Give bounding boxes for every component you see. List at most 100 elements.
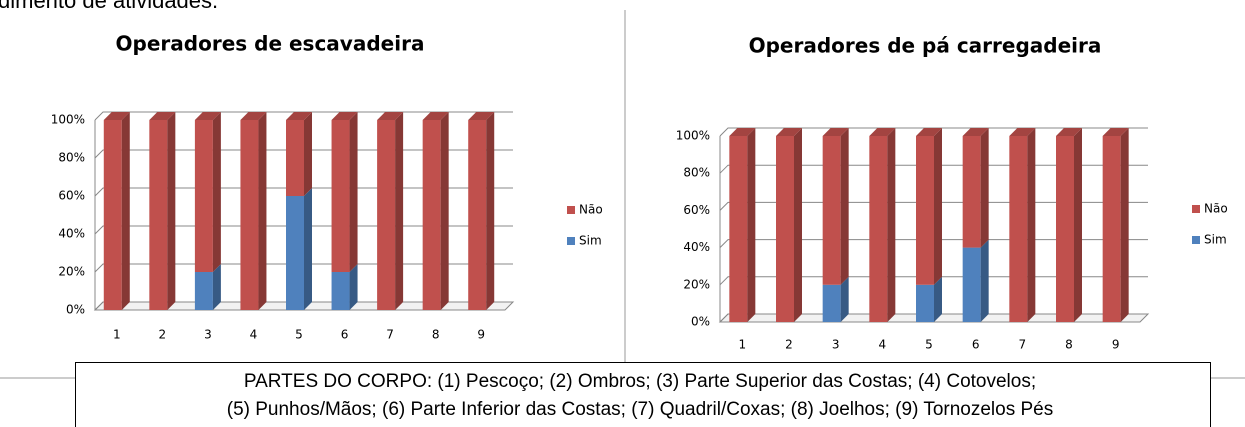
x-tick-label: 5 — [925, 338, 933, 352]
bar-segment — [869, 136, 888, 322]
x-tick-label: 7 — [386, 328, 394, 342]
x-tick-label: 2 — [785, 338, 793, 352]
bar-top — [776, 128, 802, 136]
bar-side — [934, 128, 942, 285]
bar-segment — [962, 247, 981, 322]
bar-side — [980, 128, 989, 248]
legend-swatch — [567, 237, 575, 245]
bar-top — [468, 112, 495, 120]
bar-side — [212, 264, 221, 310]
bar-side — [212, 112, 221, 272]
bar-side — [840, 276, 849, 322]
x-tick-label: 5 — [295, 328, 303, 342]
y-tick-label: 60% — [683, 203, 710, 217]
bar-segment — [822, 136, 841, 285]
y-tick-label: 40% — [683, 240, 710, 254]
bar-side — [349, 264, 358, 310]
grid-line — [94, 301, 513, 311]
bar-top — [422, 112, 449, 120]
legend-label: Sim — [579, 234, 602, 248]
x-tick-label: 8 — [1065, 338, 1073, 352]
bar-side — [747, 128, 756, 322]
bar-segment — [331, 120, 350, 272]
bar-segment — [286, 120, 304, 196]
legend-swatch — [567, 206, 575, 214]
bar-top — [1102, 128, 1129, 136]
bar-side — [934, 276, 942, 322]
y-tick-label: 0% — [66, 303, 85, 317]
y-tick-label: 80% — [58, 151, 85, 165]
bar-segment — [103, 120, 122, 310]
bar-segment — [1009, 136, 1028, 322]
bar-top — [103, 112, 130, 120]
y-tick-label: 60% — [58, 189, 85, 203]
x-tick-label: 9 — [477, 328, 485, 342]
x-tick-label: 9 — [1112, 338, 1120, 352]
y-tick-label: 100% — [51, 113, 85, 127]
bar-segment — [194, 272, 213, 310]
bar-top — [729, 128, 756, 136]
bar-segment — [286, 196, 304, 310]
y-tick-label: 40% — [58, 227, 85, 241]
bar-side — [840, 128, 849, 285]
chart-title: Operadores de escavadeira — [116, 32, 425, 56]
bar-side — [794, 128, 802, 322]
bar-side — [304, 188, 312, 310]
bar-segment — [1056, 136, 1074, 322]
bar-segment — [331, 272, 350, 310]
grid-line — [719, 127, 1148, 137]
grid-line — [719, 276, 1148, 286]
x-tick-label: 3 — [832, 338, 840, 352]
bar-side — [887, 128, 896, 322]
bar-side — [980, 239, 989, 322]
legend-swatch — [1192, 205, 1200, 213]
bar-segment — [729, 136, 748, 322]
x-tick-label: 1 — [739, 338, 747, 352]
x-tick-label: 3 — [204, 328, 212, 342]
bar-side — [304, 112, 312, 196]
bar-top — [1056, 128, 1082, 136]
bar-top — [149, 112, 176, 120]
legend-label: Sim — [1204, 233, 1227, 247]
grid-line — [719, 313, 1148, 323]
bar-side — [167, 112, 176, 310]
legend-label: Não — [579, 203, 603, 217]
bar-side — [349, 112, 358, 272]
x-tick-label: 8 — [432, 328, 440, 342]
grid-line — [94, 149, 513, 159]
bar-top — [1009, 128, 1036, 136]
top-text: dimento de atividades. — [0, 0, 218, 13]
bar-segment — [776, 136, 794, 322]
y-tick-label: 0% — [691, 315, 710, 329]
x-tick-label: 4 — [250, 328, 258, 342]
bar-top — [240, 112, 267, 120]
bar-segment — [468, 120, 487, 310]
bar-top — [331, 112, 358, 120]
caption-line: PARTES DO CORPO: (1) Pescoço; (2) Ombros… — [244, 371, 1036, 392]
x-tick-label: 6 — [341, 328, 349, 342]
bar-top — [916, 128, 942, 136]
legend-swatch — [1192, 236, 1200, 244]
legend-label: Não — [1204, 202, 1228, 216]
bar-side — [1120, 128, 1129, 322]
bar-top — [822, 128, 849, 136]
bar-segment — [377, 120, 396, 310]
bar-segment — [240, 120, 259, 310]
grid-line — [719, 239, 1148, 248]
grid-line — [719, 201, 1148, 211]
grid-line — [94, 263, 513, 273]
bar-side — [395, 112, 404, 310]
bar-top — [377, 112, 404, 120]
bar-top — [962, 128, 989, 136]
bar-segment — [194, 120, 213, 272]
bar-segment — [916, 136, 934, 285]
bar-side — [121, 112, 130, 310]
grid-line — [94, 111, 513, 121]
bar-top — [286, 112, 312, 120]
bar-side — [1074, 128, 1082, 322]
bar-top — [869, 128, 896, 136]
x-tick-label: 6 — [972, 338, 980, 352]
bar-segment — [422, 120, 441, 310]
